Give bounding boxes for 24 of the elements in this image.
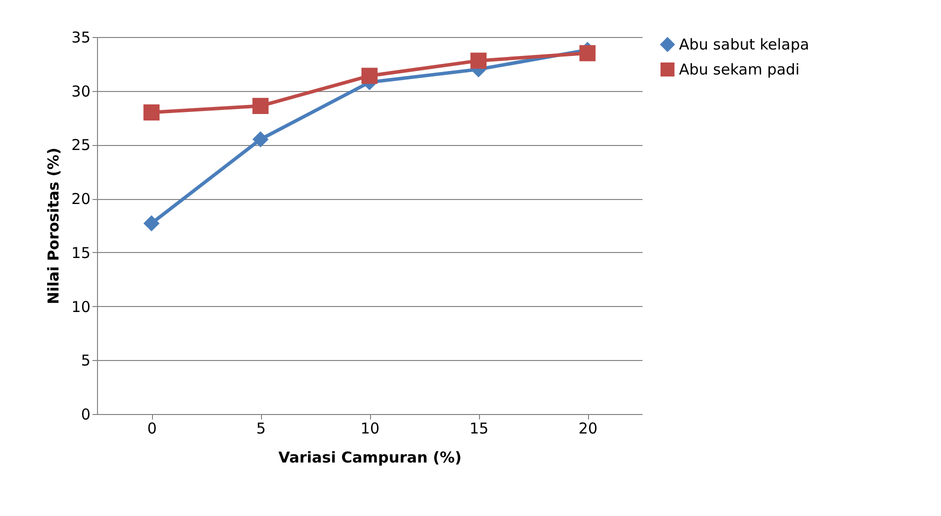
legend-label: Abu sekam padi bbox=[679, 60, 800, 78]
y-tick-label: 30 bbox=[71, 82, 90, 100]
x-axis-title: Variasi Campuran (%) bbox=[278, 448, 462, 466]
point bbox=[143, 215, 160, 232]
x-tick-label: 15 bbox=[469, 420, 489, 438]
x-tick-label: 10 bbox=[360, 420, 380, 438]
y-tick-label: 25 bbox=[71, 136, 90, 154]
point bbox=[143, 104, 160, 120]
y-tick-label: 5 bbox=[80, 352, 90, 370]
y-tick-label: 35 bbox=[71, 28, 90, 46]
point bbox=[470, 52, 487, 69]
y-axis-title: Nilai Porositas (%) bbox=[44, 148, 62, 304]
x-tick-label: 0 bbox=[147, 420, 157, 438]
y-tick-label: 0 bbox=[80, 406, 90, 424]
x-tick-label: 20 bbox=[578, 420, 598, 438]
point bbox=[252, 131, 269, 148]
point bbox=[579, 45, 596, 62]
y-tick-label: 15 bbox=[71, 244, 90, 262]
legend-label: Abu sabut kelapa bbox=[679, 36, 810, 54]
x-tick-label: 5 bbox=[256, 420, 266, 438]
y-tick-label: 20 bbox=[71, 190, 90, 208]
point bbox=[252, 98, 269, 114]
y-tick-label: 10 bbox=[71, 298, 90, 316]
point bbox=[361, 68, 378, 84]
